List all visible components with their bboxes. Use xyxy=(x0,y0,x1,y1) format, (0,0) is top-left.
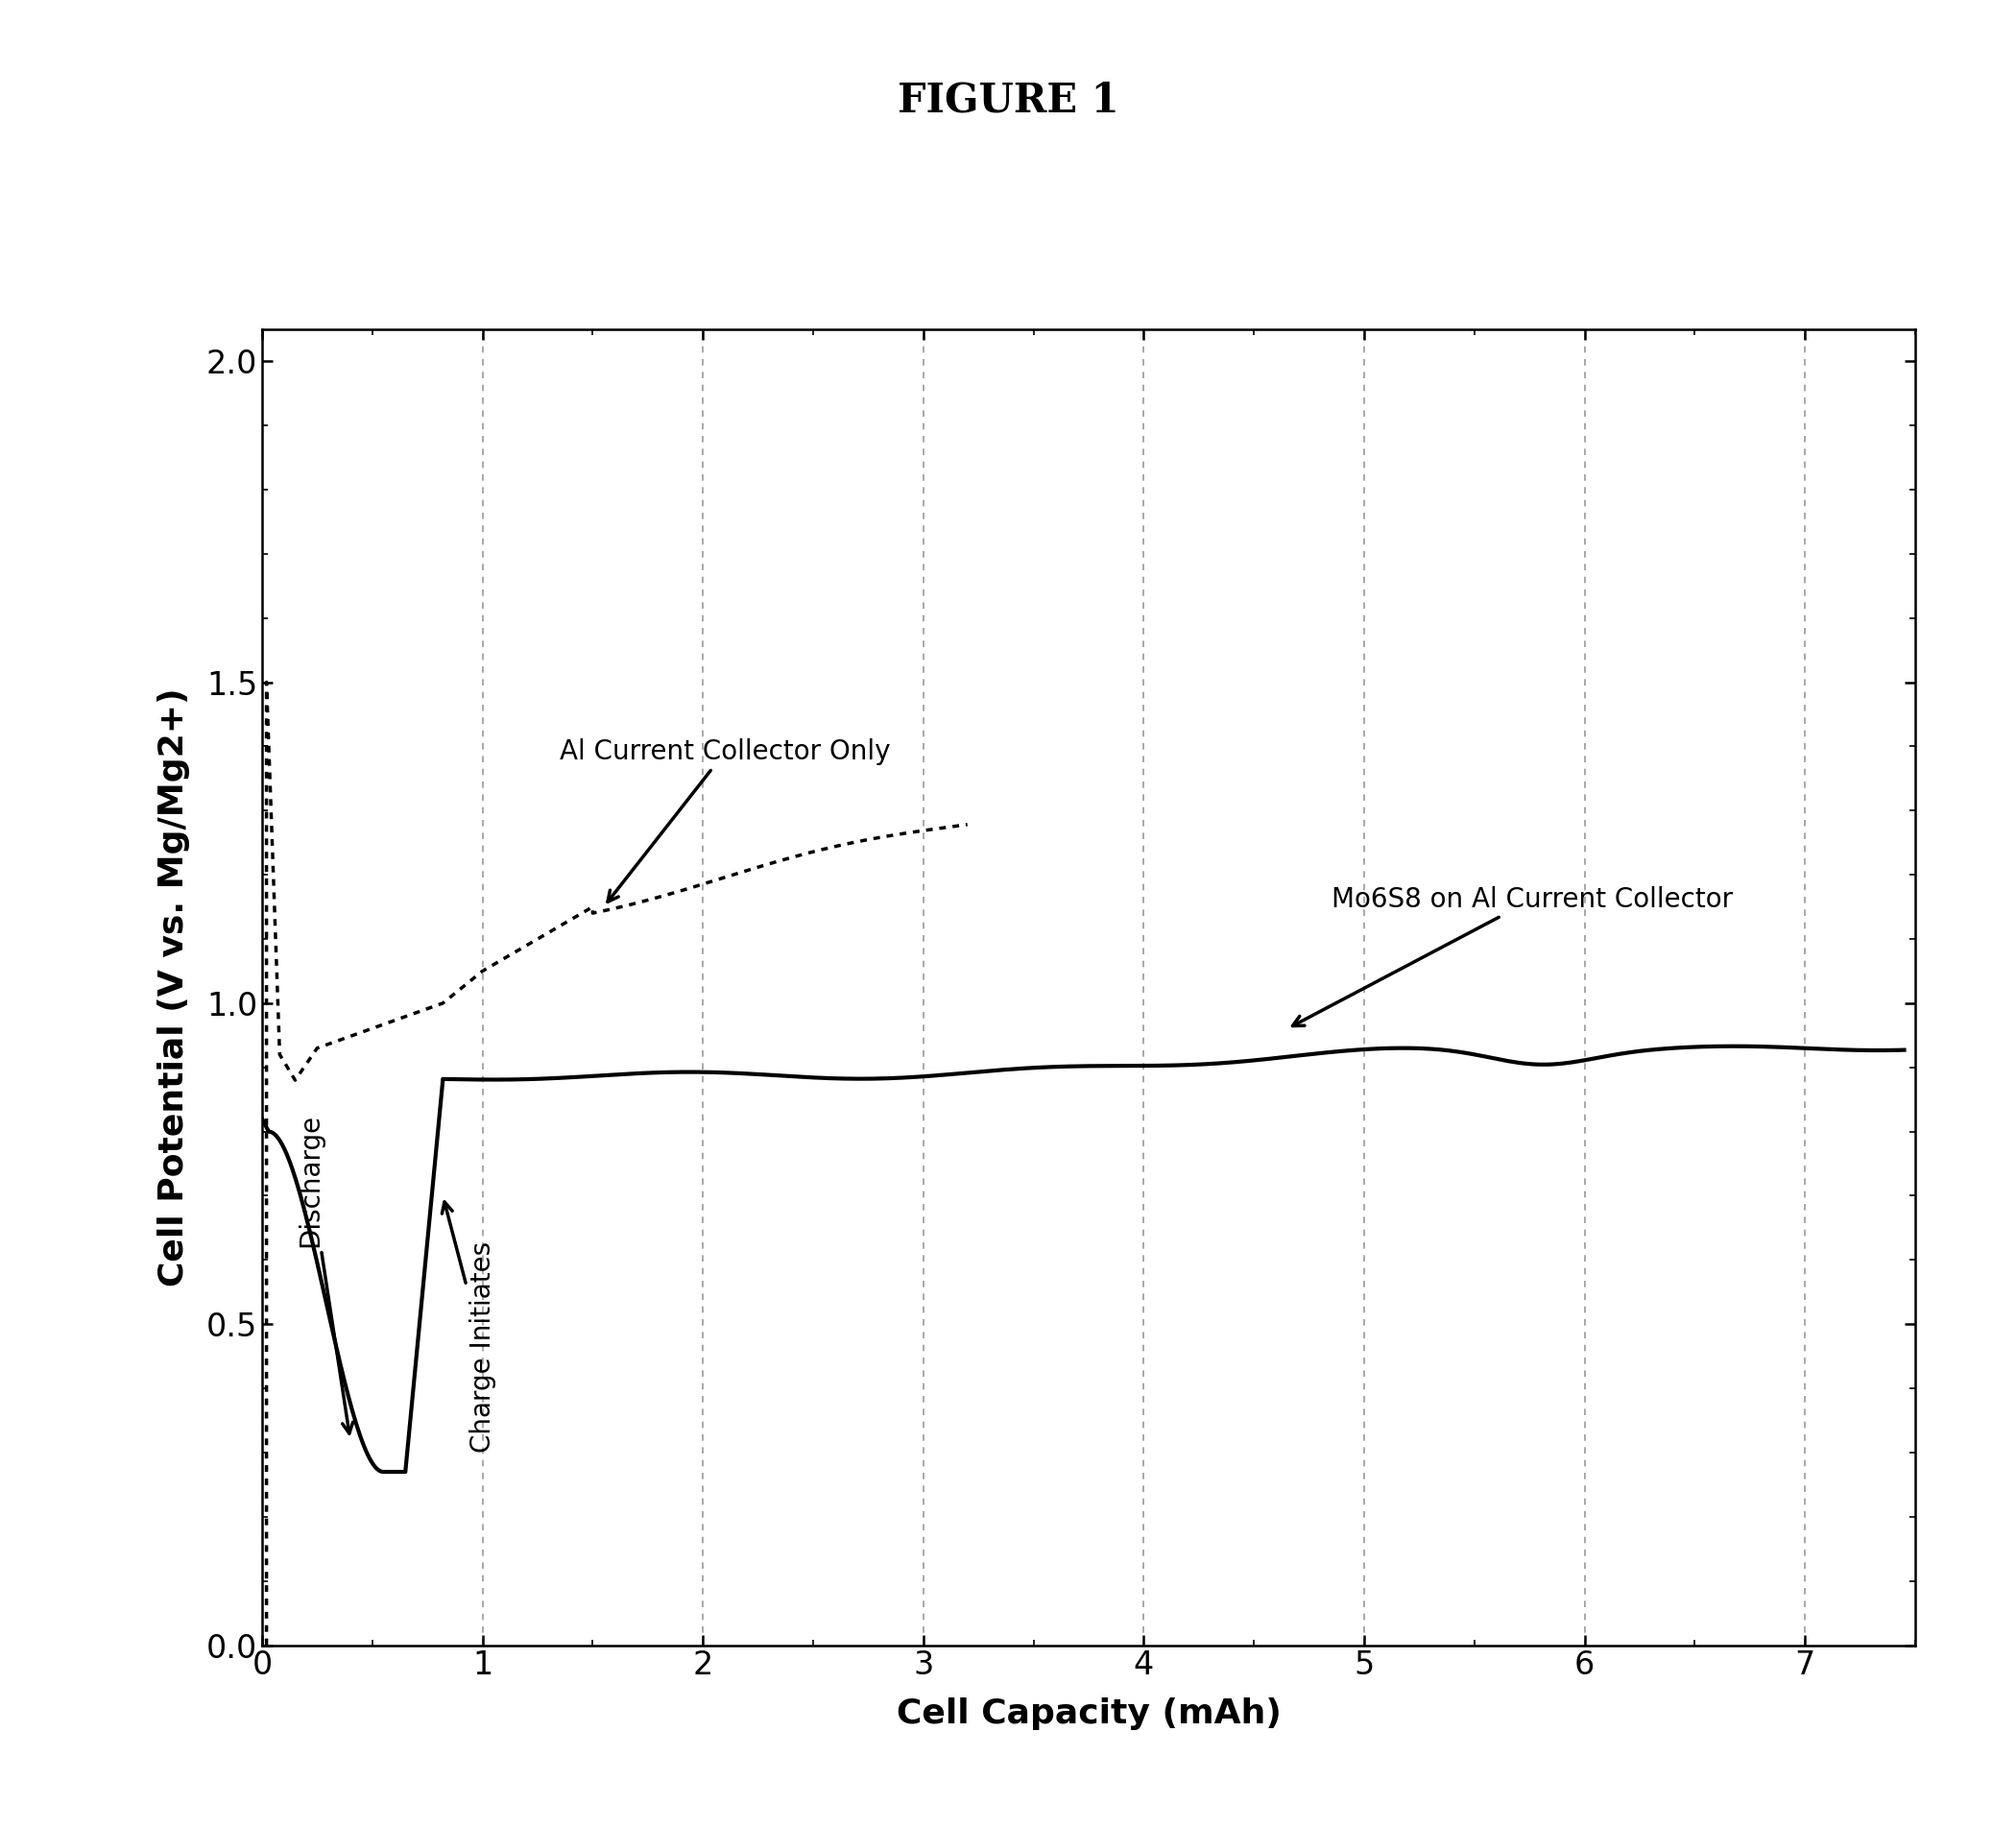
Text: Charge Initiates: Charge Initiates xyxy=(442,1203,496,1453)
Text: Al Current Collector Only: Al Current Collector Only xyxy=(560,739,891,901)
Text: FIGURE 1: FIGURE 1 xyxy=(897,80,1119,121)
Y-axis label: Cell Potential (V vs. Mg/Mg2+): Cell Potential (V vs. Mg/Mg2+) xyxy=(157,687,190,1287)
Text: Mo6S8 on Al Current Collector: Mo6S8 on Al Current Collector xyxy=(1292,887,1732,1026)
Text: Discharge: Discharge xyxy=(296,1113,353,1433)
X-axis label: Cell Capacity (mAh): Cell Capacity (mAh) xyxy=(897,1698,1280,1729)
